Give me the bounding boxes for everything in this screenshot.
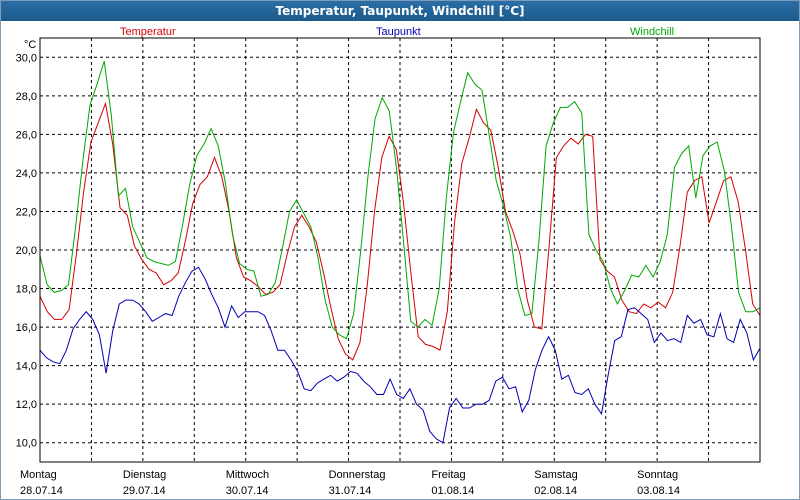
y-tick-label: 28,0 [16, 91, 37, 103]
legend-label-temperatur: Temperatur [120, 26, 176, 38]
y-tick-label: 26,0 [16, 129, 37, 141]
y-tick-label: 22,0 [16, 206, 37, 218]
axis-labels: 10,0 12,0 14,0 16,0 18,0 20,0 22,0 24,0 26,0 28,0… [16, 39, 680, 497]
x-tick-date: 30.07.14 [226, 485, 269, 497]
plot-border [39, 37, 761, 463]
x-tick-date: 03.08.14 [637, 485, 680, 497]
grid-lines [40, 38, 760, 462]
legend-label-windchill: Windchill [630, 26, 674, 38]
y-tick-label: 12,0 [16, 399, 37, 411]
y-tick-label: 20,0 [16, 245, 37, 257]
series-line-taupunkt [39, 266, 761, 444]
x-tick-day: Samstag [534, 469, 577, 481]
x-tick-day: Dienstag [123, 469, 166, 481]
y-axis-label: °C [24, 39, 36, 51]
x-tick-date: 01.08.14 [431, 485, 474, 497]
x-tick-day: Donnerstag [329, 469, 386, 481]
legend-label-taupunkt: Taupunkt [376, 26, 421, 38]
x-tick-date: 31.07.14 [329, 485, 372, 497]
window-title: Temperatur, Taupunkt, Windchill [°C] [1, 1, 799, 21]
x-tick-day: Montag [20, 469, 57, 481]
y-tick-label: 10,0 [16, 438, 37, 450]
x-tick-day: Freitag [431, 469, 465, 481]
y-tick-label: 18,0 [16, 284, 37, 296]
series-line-temperatur [39, 101, 761, 361]
y-tick-label: 24,0 [16, 168, 37, 180]
x-tick-date: 29.07.14 [123, 485, 166, 497]
y-tick-label: 16,0 [16, 322, 37, 334]
series-line-windchill [39, 60, 761, 340]
series-lines [39, 60, 761, 444]
x-tick-day: Sonntag [637, 469, 678, 481]
x-tick-date: 28.07.14 [20, 485, 63, 497]
y-tick-label: 30,0 [16, 52, 37, 64]
legend: Temperatur Taupunkt Windchill [120, 26, 674, 38]
y-tick-label: 14,0 [16, 361, 37, 373]
x-tick-date: 02.08.14 [534, 485, 577, 497]
x-tick-day: Mittwoch [226, 469, 269, 481]
